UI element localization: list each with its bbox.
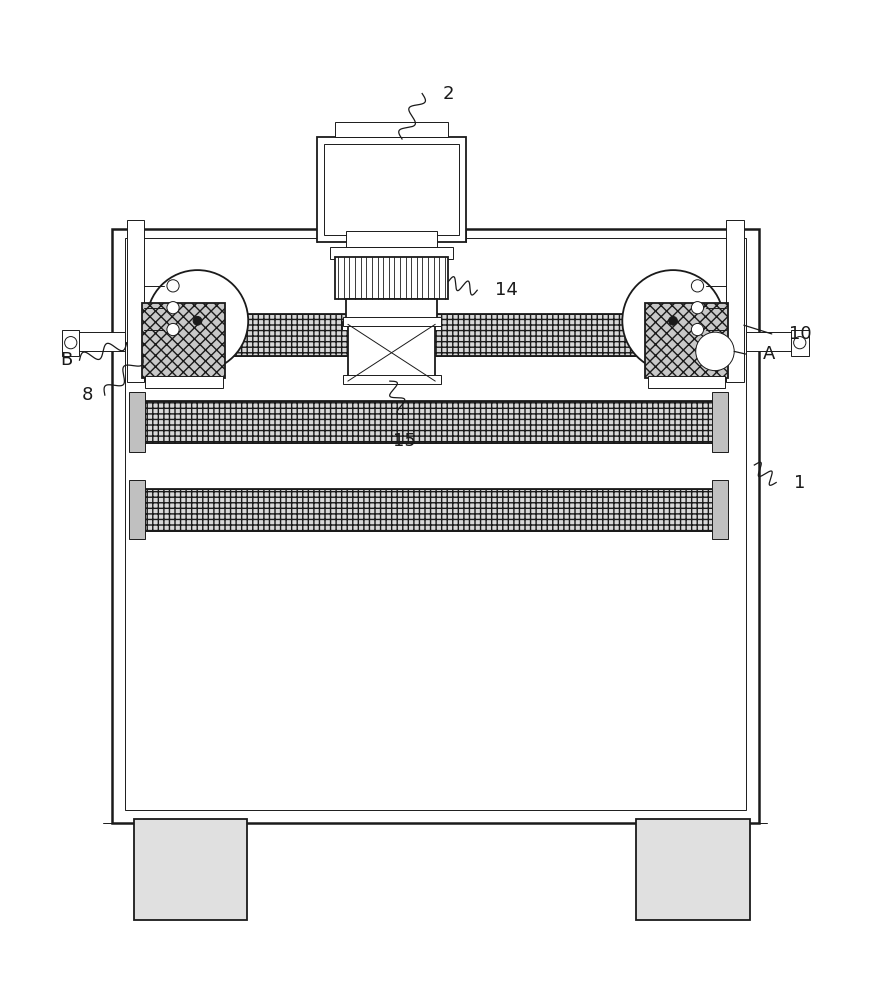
Circle shape (167, 323, 179, 336)
Bar (324, 144, 459, 235)
Circle shape (65, 337, 77, 349)
Text: 1: 1 (794, 474, 805, 492)
Circle shape (167, 280, 179, 292)
Bar (645, 303, 728, 378)
Bar (791, 330, 808, 356)
Bar (142, 401, 715, 443)
Bar (335, 257, 448, 299)
Circle shape (669, 316, 678, 325)
Bar (62, 330, 80, 356)
Bar (142, 303, 226, 378)
Bar (145, 376, 223, 388)
Bar (130, 480, 145, 539)
Bar (726, 220, 744, 382)
Bar (343, 317, 440, 326)
Text: 14: 14 (495, 281, 518, 299)
Bar (335, 122, 448, 137)
Text: B: B (60, 351, 73, 369)
Bar (142, 489, 715, 531)
Bar (125, 238, 746, 810)
Circle shape (794, 337, 806, 349)
Bar (712, 480, 728, 539)
Bar (112, 229, 758, 823)
Circle shape (622, 270, 724, 372)
Bar (130, 305, 145, 365)
Bar (317, 137, 466, 242)
Bar (127, 220, 144, 382)
Bar (346, 299, 437, 325)
Bar (130, 392, 145, 452)
Circle shape (695, 332, 734, 371)
Bar (346, 231, 437, 247)
Circle shape (167, 302, 179, 314)
Circle shape (147, 270, 249, 372)
Text: 8: 8 (82, 386, 93, 404)
Text: A: A (763, 345, 775, 363)
Bar (712, 392, 728, 452)
Bar (746, 332, 807, 351)
Bar (647, 376, 725, 388)
Bar (134, 819, 248, 920)
Text: 10: 10 (789, 325, 812, 343)
Bar (142, 314, 715, 356)
Text: 2: 2 (442, 85, 454, 103)
Circle shape (193, 316, 202, 325)
Bar (637, 819, 750, 920)
Text: 15: 15 (393, 432, 416, 450)
Circle shape (692, 323, 703, 336)
Bar (712, 305, 728, 365)
Circle shape (692, 280, 703, 292)
Bar (330, 247, 453, 259)
Bar (64, 332, 125, 351)
Bar (342, 321, 441, 330)
Bar (343, 375, 440, 384)
Bar (348, 324, 435, 381)
Circle shape (692, 302, 703, 314)
